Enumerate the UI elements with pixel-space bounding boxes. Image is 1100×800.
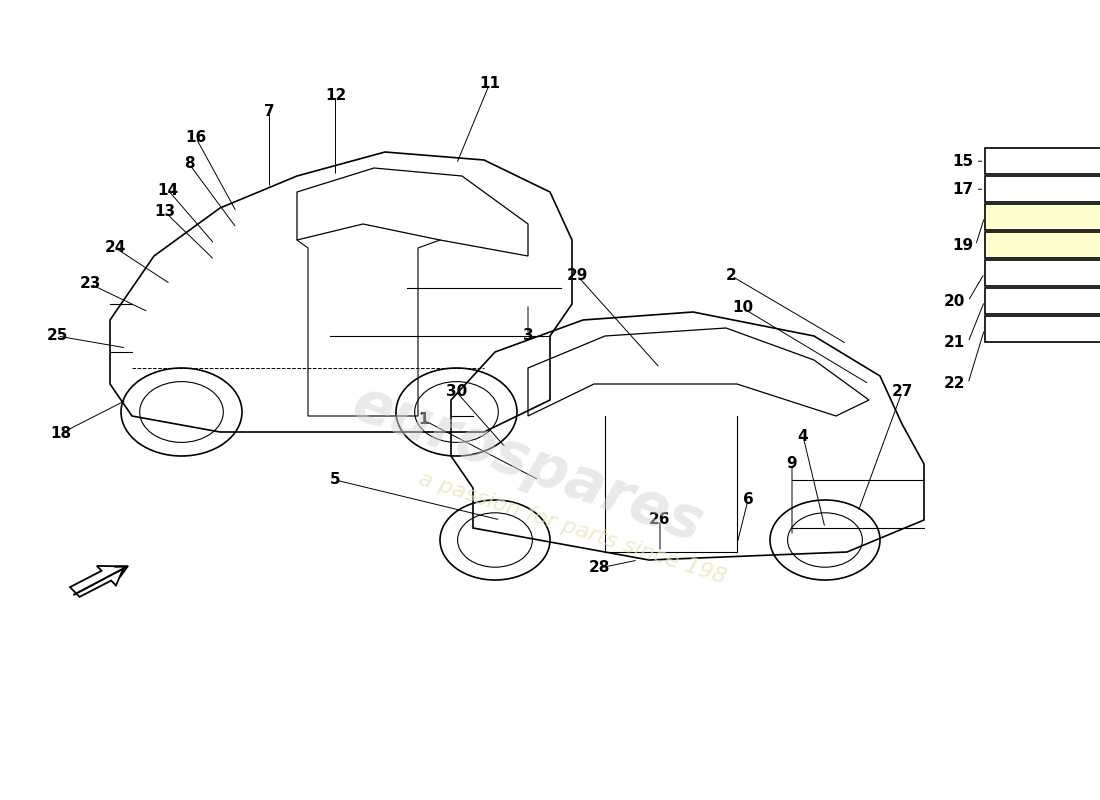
- FancyBboxPatch shape: [984, 260, 1100, 286]
- Text: 1: 1: [418, 413, 429, 427]
- Text: 24: 24: [104, 241, 126, 255]
- FancyBboxPatch shape: [984, 316, 1100, 342]
- Text: 13: 13: [154, 205, 176, 219]
- Text: 11: 11: [478, 77, 500, 91]
- Text: 18: 18: [50, 426, 72, 441]
- Text: 2: 2: [726, 269, 737, 283]
- FancyBboxPatch shape: [984, 232, 1100, 258]
- Text: 14: 14: [157, 183, 179, 198]
- Text: 19: 19: [952, 238, 974, 253]
- FancyArrow shape: [70, 566, 124, 597]
- Text: 28: 28: [588, 561, 610, 575]
- Text: 20: 20: [944, 294, 966, 309]
- FancyBboxPatch shape: [984, 204, 1100, 230]
- Text: 23: 23: [79, 277, 101, 291]
- Text: 25: 25: [46, 329, 68, 343]
- Text: 5: 5: [330, 473, 341, 487]
- Text: 26: 26: [649, 513, 671, 527]
- Text: 17: 17: [952, 182, 974, 197]
- Text: 21: 21: [944, 335, 966, 350]
- Text: 15: 15: [952, 154, 974, 169]
- Text: 27: 27: [891, 385, 913, 399]
- Text: 8: 8: [184, 157, 195, 171]
- Text: 22: 22: [944, 376, 966, 391]
- Text: 30: 30: [446, 385, 468, 399]
- Text: eurospares: eurospares: [345, 374, 711, 554]
- Text: 9: 9: [786, 457, 798, 471]
- FancyBboxPatch shape: [984, 176, 1100, 202]
- Text: 4: 4: [798, 429, 808, 443]
- Text: 29: 29: [566, 269, 588, 283]
- Text: 6: 6: [742, 493, 754, 507]
- Text: 3: 3: [522, 329, 534, 343]
- Text: 10: 10: [732, 301, 754, 315]
- Text: a passion for parts since 198: a passion for parts since 198: [416, 469, 728, 587]
- FancyBboxPatch shape: [984, 288, 1100, 314]
- FancyBboxPatch shape: [984, 148, 1100, 174]
- Text: 16: 16: [185, 130, 207, 145]
- Text: 7: 7: [264, 105, 275, 119]
- Text: 12: 12: [324, 89, 346, 103]
